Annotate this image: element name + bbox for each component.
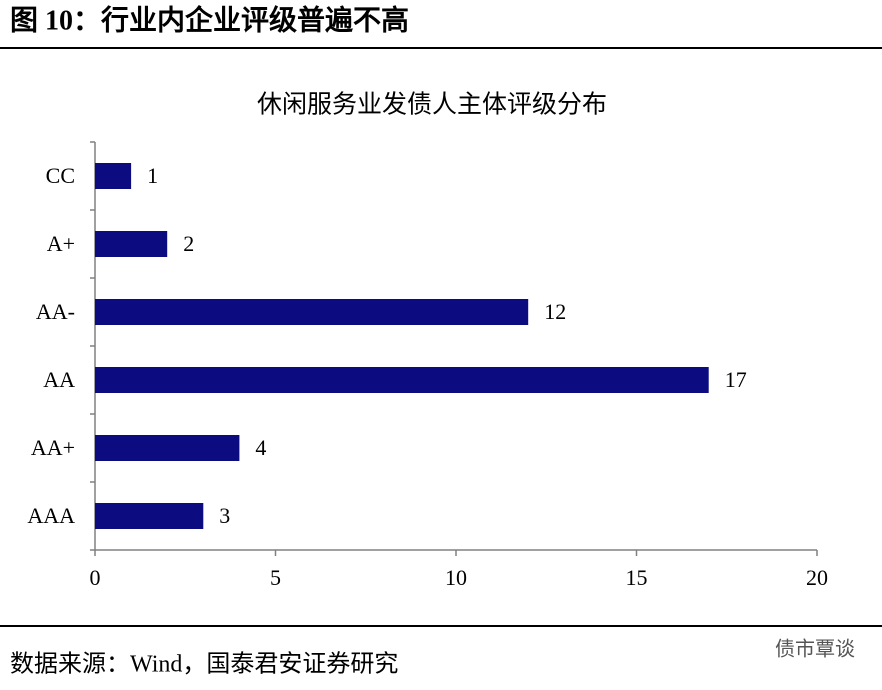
data-label: 2 <box>183 231 194 256</box>
data-label: 12 <box>544 299 566 324</box>
x-tick-label: 5 <box>270 565 281 590</box>
bar <box>95 367 709 393</box>
data-label: 3 <box>219 503 230 528</box>
y-tick-label: AAA <box>27 503 75 528</box>
bar <box>95 299 529 325</box>
watermark: 债市覃谈 <box>775 638 855 661</box>
x-tick-label: 10 <box>445 565 467 590</box>
bar <box>95 503 204 529</box>
x-tick-label: 0 <box>90 565 101 590</box>
y-tick-label: AA- <box>36 299 75 324</box>
data-label: 1 <box>147 163 158 188</box>
x-tick-label: 20 <box>806 565 828 590</box>
y-tick-label: AA+ <box>31 435 75 460</box>
y-tick-label: AA <box>43 367 75 392</box>
bar <box>95 435 240 461</box>
source-note: 数据来源：Wind，国泰君安证券研究 <box>10 651 398 678</box>
header-title: 图 10：行业内企业评级普遍不高 <box>10 3 409 36</box>
y-tick-label: A+ <box>47 231 75 256</box>
chart-title: 休闲服务业发债人主体评级分布 <box>257 91 607 119</box>
data-label: 4 <box>255 435 266 460</box>
y-tick-label: CC <box>46 163 75 188</box>
bar <box>95 163 132 189</box>
x-tick-label: 15 <box>626 565 648 590</box>
data-label: 17 <box>725 367 747 392</box>
bar <box>95 231 168 257</box>
